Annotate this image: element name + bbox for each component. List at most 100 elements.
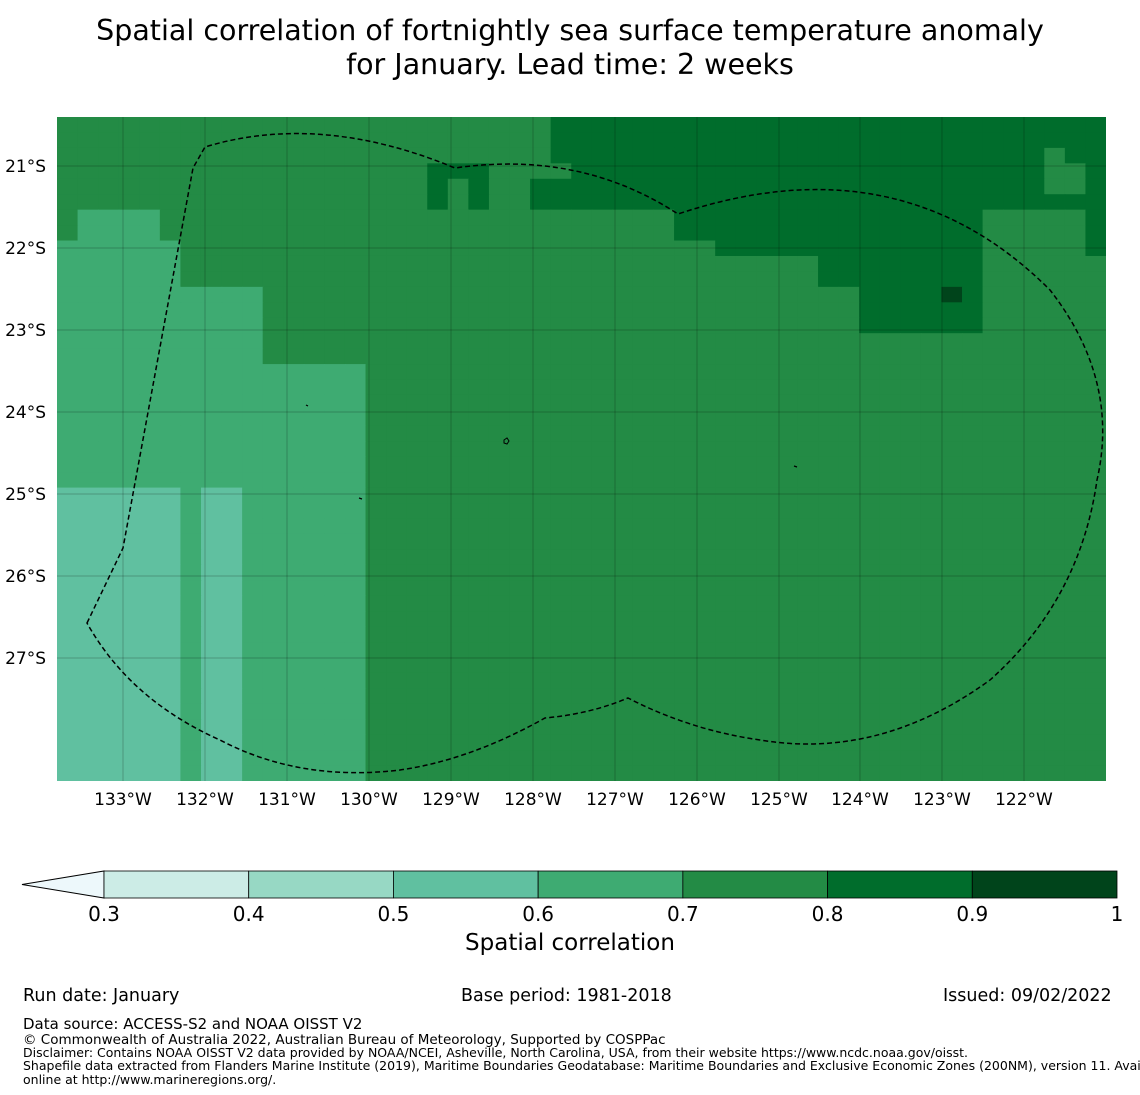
grid-cell [118, 703, 140, 720]
grid-cell [715, 209, 737, 226]
grid-cell [571, 549, 593, 566]
grid-cell [180, 132, 202, 149]
grid-cell [283, 580, 305, 597]
grid-cell [612, 364, 634, 381]
grid-cell [550, 487, 572, 504]
grid-cell [653, 117, 675, 134]
grid-cell [406, 503, 428, 520]
grid-cell [1023, 132, 1045, 149]
grid-cell [262, 441, 284, 458]
grid-cell [1064, 147, 1087, 164]
colorbar-swatch [103, 870, 250, 899]
grid-cell [550, 672, 572, 689]
grid-cell [344, 348, 367, 365]
grid-cell [612, 719, 634, 736]
grid-cell [365, 750, 387, 767]
grid-cell [653, 240, 675, 257]
grid-cell [303, 255, 325, 273]
grid-cell [920, 225, 943, 242]
grid-cell [571, 487, 593, 504]
lon-tick-label: 127°W [586, 790, 644, 810]
grid-cell [262, 379, 284, 396]
grid-cell [756, 348, 778, 365]
grid-cell [344, 734, 367, 751]
grid-cell [879, 734, 901, 751]
grid-cell [920, 549, 943, 566]
grid-cell [674, 132, 696, 149]
shapefile-credit-2: online at http://www.marineregions.org/. [23, 1072, 277, 1087]
grid-cell [365, 209, 387, 226]
grid-cell [776, 688, 799, 705]
grid-cell [1044, 348, 1066, 365]
grid-cell [139, 626, 161, 643]
grid-cell [530, 456, 552, 473]
grid-cell [571, 765, 593, 781]
grid-cell [200, 286, 223, 303]
grid-cell [1023, 626, 1045, 643]
grid-cell [221, 240, 243, 257]
grid-cell [180, 163, 202, 180]
grid-cell [262, 410, 284, 427]
grid-cell [653, 317, 675, 334]
grid-cell [900, 271, 922, 288]
grid-cell [530, 209, 552, 226]
grid-cell [159, 194, 182, 211]
grid-cell [180, 518, 202, 535]
grid-cell [1085, 441, 1106, 458]
grid-cell [468, 333, 490, 350]
grid-cell [756, 765, 778, 781]
grid-cell [879, 626, 901, 643]
grid-cell [180, 719, 202, 736]
grid-cell [838, 117, 860, 134]
grid-cell [900, 657, 922, 674]
grid-cell [612, 503, 634, 520]
grid-cell [900, 317, 922, 334]
grid-cell [694, 209, 716, 226]
grid-cell [674, 719, 696, 736]
grid-cell [571, 379, 593, 396]
grid-cell [735, 456, 757, 473]
grid-cell [530, 765, 552, 781]
grid-cell [447, 564, 469, 581]
grid-cell [180, 765, 202, 781]
grid-cell [242, 472, 264, 489]
grid-cell [591, 302, 613, 319]
grid-cell [982, 456, 1004, 473]
grid-cell [1085, 163, 1106, 180]
grid-cell [406, 487, 428, 504]
copyright: © Commonwealth of Australia 2022, Austra… [23, 1032, 666, 1048]
grid-cell [180, 456, 202, 473]
grid-cell [632, 595, 655, 612]
grid-cell [982, 425, 1004, 442]
grid-cell [920, 209, 943, 226]
grid-cell [1023, 163, 1045, 180]
grid-cell [303, 441, 325, 458]
grid-cell [1023, 178, 1045, 195]
grid-cell [57, 441, 79, 458]
grid-cell [530, 379, 552, 396]
grid-cell [797, 549, 819, 566]
grid-cell [756, 657, 778, 674]
grid-cell [118, 425, 140, 442]
grid-cell [530, 750, 552, 767]
grid-cell [818, 719, 840, 736]
grid-cell [139, 564, 161, 581]
grid-cell [139, 194, 161, 211]
grid-cell [159, 580, 182, 597]
grid-cell [1064, 364, 1087, 381]
grid-cell [941, 719, 963, 736]
grid-cell [550, 194, 572, 211]
grid-cell [180, 410, 202, 427]
grid-cell [982, 688, 1004, 705]
grid-cell [530, 688, 552, 705]
grid-cell [674, 255, 696, 273]
grid-cell [879, 132, 901, 149]
grid-cell [468, 379, 490, 396]
grid-cell [694, 240, 716, 257]
grid-cell [776, 302, 799, 319]
grid-cell [1044, 132, 1066, 149]
grid-cell [632, 271, 655, 288]
grid-cell [797, 117, 819, 134]
grid-cell [447, 348, 469, 365]
grid-cell [530, 117, 552, 134]
